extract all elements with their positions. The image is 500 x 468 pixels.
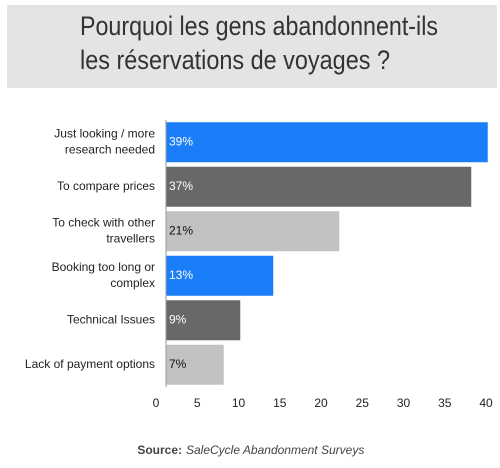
- y-tick-label: Just looking / more research needed: [54, 126, 155, 156]
- value-label: 13%: [169, 268, 193, 282]
- bar: [166, 122, 488, 163]
- bar: [166, 211, 340, 252]
- value-label: 9%: [169, 312, 187, 326]
- x-tick-label: 15: [273, 396, 287, 410]
- y-tick-label: Booking too long or complex: [52, 260, 155, 290]
- value-label: 39%: [169, 134, 193, 148]
- bar: [166, 255, 274, 296]
- y-tick-label: To compare prices: [57, 179, 155, 193]
- x-tick-label: 0: [153, 396, 160, 410]
- value-label: 37%: [169, 179, 193, 193]
- x-tick-label: 10: [232, 396, 246, 410]
- x-tick-label: 40: [479, 396, 493, 410]
- x-tick-label: 30: [397, 396, 411, 410]
- chart-title: les réservations de voyages ?: [80, 45, 390, 75]
- x-tick-label: 20: [314, 396, 328, 410]
- value-label: 21%: [169, 223, 193, 237]
- y-tick-label: Technical Issues: [67, 312, 155, 326]
- source: SaleCycle Abandonment Surveys: [186, 443, 364, 457]
- source-label: Source:: [137, 443, 182, 457]
- title-box: [7, 5, 497, 88]
- bar: [166, 344, 224, 385]
- chart-title: Pourquoi les gens abandonnent-ils: [80, 11, 438, 41]
- y-tick-label: Lack of payment options: [25, 357, 155, 371]
- bar: [166, 166, 472, 207]
- x-tick-label: 35: [438, 396, 452, 410]
- x-tick-label: 5: [194, 396, 201, 410]
- value-label: 7%: [169, 357, 187, 371]
- bar: [166, 300, 241, 341]
- y-tick-label: To check with other travellers: [52, 215, 155, 245]
- x-tick-label: 25: [356, 396, 370, 410]
